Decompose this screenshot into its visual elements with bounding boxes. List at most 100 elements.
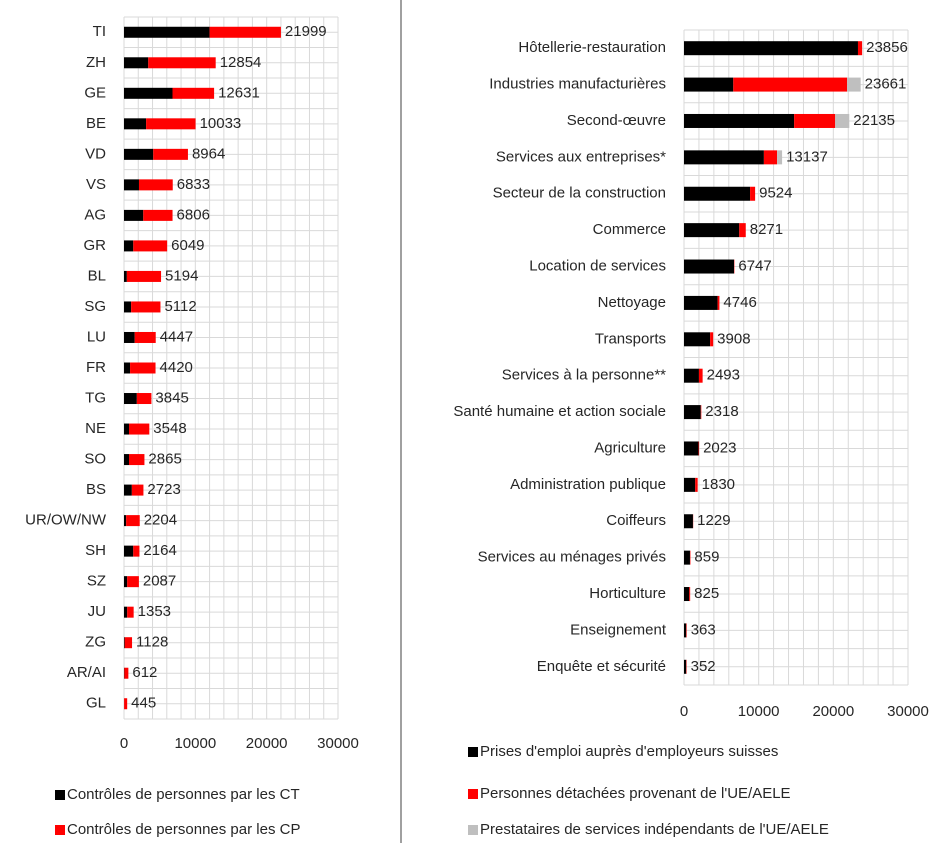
bar-segment: [124, 179, 139, 191]
bar-segment: [750, 186, 756, 201]
category-label: Location de services: [529, 257, 666, 274]
legend-label: Contrôles de personnes par les CT: [67, 786, 300, 803]
bar-segment: [124, 209, 144, 221]
x-tick-label: 0: [680, 703, 688, 720]
bar-segment: [126, 515, 140, 527]
total-label: 12854: [220, 54, 262, 71]
bar-segment: [124, 606, 128, 618]
bar-segment: [684, 550, 690, 565]
total-label: 445: [131, 695, 156, 712]
total-label: 5112: [164, 298, 196, 315]
legend-swatch: [55, 825, 65, 835]
total-label: 13137: [786, 148, 828, 165]
total-label: 12631: [218, 84, 260, 101]
category-label: TG: [85, 389, 106, 406]
category-label: VS: [86, 176, 106, 193]
category-label: Services aux entreprises*: [496, 148, 666, 165]
legend-swatch: [468, 747, 478, 757]
category-label: Transports: [595, 330, 666, 347]
total-label: 2023: [703, 439, 736, 456]
bar-segment: [124, 301, 132, 313]
bar-segment: [124, 362, 131, 374]
bar-segment: [148, 57, 216, 69]
bar-segment: [124, 331, 135, 343]
bar-segment: [684, 332, 711, 347]
legend-label: Contrôles de personnes par les CP: [67, 821, 300, 838]
x-tick-label: 20000: [812, 703, 854, 720]
category-label: Enquête et sécurité: [537, 658, 666, 675]
bar-segment: [684, 41, 858, 56]
bar-segment: [684, 259, 735, 274]
total-label: 1229: [697, 512, 730, 529]
bar-segment: [138, 179, 173, 191]
bar-segment: [124, 26, 210, 38]
category-label: AG: [84, 206, 106, 223]
bar-segment: [684, 514, 693, 529]
bar-segment: [124, 515, 127, 527]
category-label: SG: [84, 298, 106, 315]
category-label: ZH: [86, 54, 106, 71]
bar-segment: [146, 118, 196, 130]
bar-segment: [128, 423, 150, 435]
bar-segment: [127, 606, 134, 618]
category-label: GR: [84, 237, 107, 254]
category-label: Hôtellerie-restauration: [518, 39, 666, 56]
bar-segment: [124, 240, 134, 252]
bar-segment: [124, 484, 132, 496]
bar-segment: [133, 545, 140, 557]
category-label: BS: [86, 481, 106, 498]
bar-segment: [126, 270, 162, 282]
total-label: 23661: [865, 76, 907, 93]
bar-segment: [684, 368, 699, 383]
total-label: 2164: [143, 542, 176, 559]
total-label: 612: [132, 664, 157, 681]
bar-segment: [689, 587, 691, 602]
category-label: SO: [84, 451, 106, 468]
total-label: 363: [691, 621, 716, 638]
bar-segment: [698, 368, 703, 383]
category-label: LU: [87, 328, 106, 345]
total-label: 6747: [738, 257, 771, 274]
bar-segment: [684, 186, 751, 201]
total-label: 1353: [138, 603, 171, 620]
bar-segment: [124, 87, 173, 99]
bar-segment: [684, 295, 718, 310]
category-label: GL: [86, 695, 106, 712]
bar-segment: [684, 659, 687, 674]
bar-segment: [131, 484, 144, 496]
total-label: 8964: [192, 145, 225, 162]
bar-segment: [209, 26, 281, 38]
category-label: ZG: [85, 634, 106, 651]
bar-segment: [835, 113, 850, 128]
category-label: Industries manufacturières: [489, 76, 666, 93]
bar-segment: [733, 77, 848, 92]
bar-segment: [684, 150, 764, 165]
legend-label: Prestataires de services indépendants de…: [480, 821, 829, 838]
bar-segment: [124, 667, 129, 679]
total-label: 3908: [717, 330, 750, 347]
category-label: BL: [88, 267, 106, 284]
bar-segment: [124, 698, 128, 710]
category-label: TI: [93, 23, 106, 40]
bar-segment: [684, 623, 687, 638]
bar-segment: [684, 405, 701, 420]
bar-segment: [857, 41, 863, 56]
bar-segment: [684, 223, 740, 238]
x-tick-label: 10000: [738, 703, 780, 720]
bar-segment: [763, 150, 778, 165]
legend-swatch: [468, 789, 478, 799]
bar-segment: [739, 223, 746, 238]
total-label: 3548: [153, 420, 186, 437]
bar-segment: [684, 477, 696, 492]
category-label: Secteur de la construction: [493, 185, 666, 202]
total-label: 859: [694, 549, 719, 566]
x-tick-label: 30000: [887, 703, 929, 720]
bar-segment: [794, 113, 836, 128]
bar-segment: [134, 331, 156, 343]
category-label: Horticulture: [589, 585, 666, 602]
bar-segment: [847, 77, 861, 92]
bar-segment: [695, 477, 698, 492]
bar-segment: [124, 637, 133, 649]
bar-segment: [700, 405, 702, 420]
category-label: UR/OW/NW: [25, 512, 107, 529]
